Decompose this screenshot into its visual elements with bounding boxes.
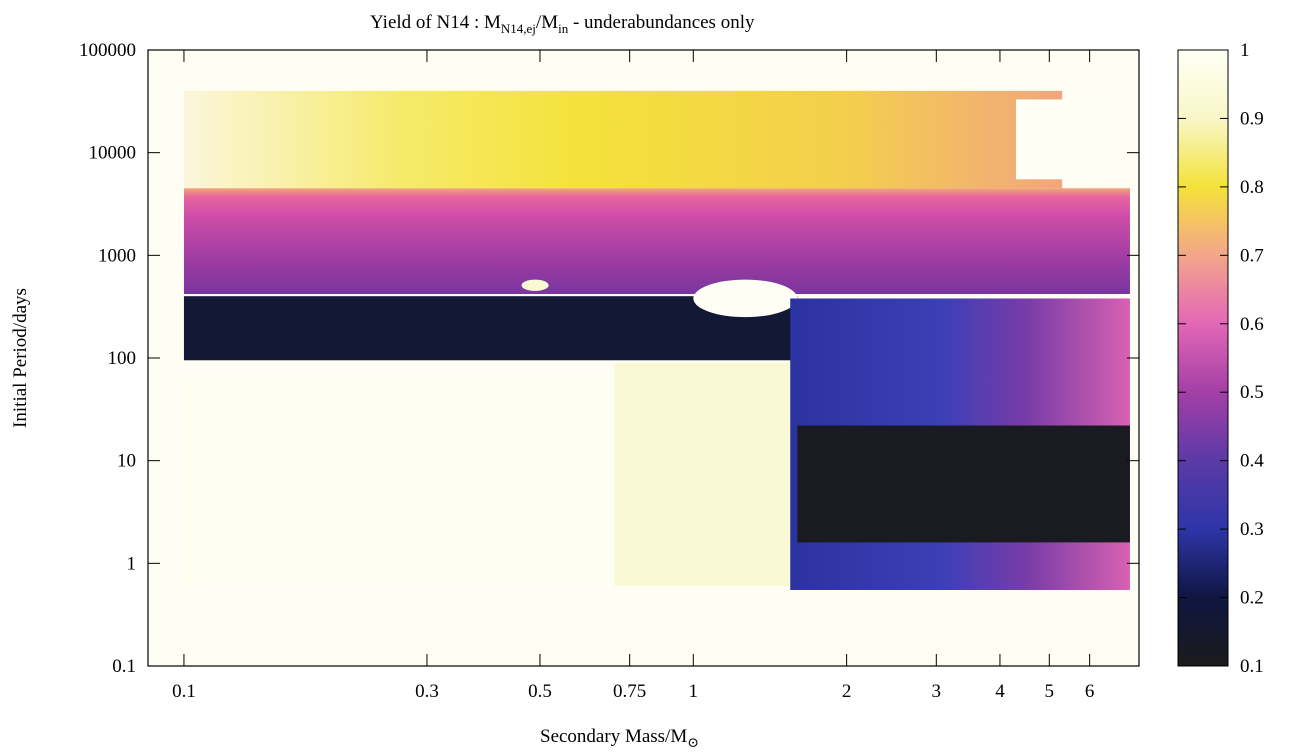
colorbar-tick-label: 0.2 bbox=[1240, 588, 1264, 609]
region-white-pocket bbox=[693, 279, 798, 318]
colorbar bbox=[1177, 49, 1229, 667]
colorbar-tick-label: 0.8 bbox=[1240, 177, 1264, 198]
x-tick-label: 0.1 bbox=[172, 681, 196, 702]
y-axis-label: Initial Period/days bbox=[10, 288, 31, 428]
x-tick-label: 4 bbox=[995, 681, 1005, 702]
region-dark-navy-band bbox=[183, 296, 798, 361]
x-tick-label: 5 bbox=[1045, 681, 1055, 702]
region-black-patch bbox=[797, 425, 1130, 543]
y-tick-label: 100 bbox=[108, 348, 137, 369]
chart-title: Yield of N14 : MN14,ej/Min - underabunda… bbox=[370, 12, 755, 36]
y-tick-label: 100000 bbox=[79, 40, 136, 61]
region-high-mass-long-period-white bbox=[1015, 99, 1111, 180]
x-axis-label: Secondary Mass/M⊙ bbox=[540, 726, 699, 751]
region-yellow-strip bbox=[614, 362, 791, 587]
region-short-period-white bbox=[183, 377, 615, 587]
colorbar-tick-label: 0.7 bbox=[1240, 245, 1264, 266]
x-tick-label: 0.75 bbox=[613, 681, 646, 702]
region-yellow-pocket-small bbox=[521, 279, 549, 291]
x-axis: 0.1 0.3 0.5 0.75 1 2 3 4 5 6 bbox=[172, 50, 1094, 702]
y-tick-label: 1 bbox=[127, 553, 137, 574]
y-axis: 0.1 1 10 100 1000 10000 100000 bbox=[79, 40, 1139, 677]
y-tick-label: 10 bbox=[117, 451, 136, 472]
colorbar-tick-label: 0.1 bbox=[1240, 656, 1264, 677]
y-tick-label: 0.1 bbox=[112, 656, 136, 677]
y-tick-label: 10000 bbox=[89, 143, 137, 164]
x-tick-label: 2 bbox=[842, 681, 852, 702]
colorbar-ticks: 0.1 0.2 0.3 0.4 0.5 0.6 0.7 0.8 0.9 1 bbox=[1178, 40, 1264, 677]
colorbar-tick-label: 0.3 bbox=[1240, 519, 1264, 540]
colorbar-tick-label: 1 bbox=[1240, 40, 1250, 61]
colorbar-tick-label: 0.6 bbox=[1240, 314, 1264, 335]
x-tick-label: 3 bbox=[932, 681, 942, 702]
heatmap-regions bbox=[183, 90, 1130, 590]
colorbar-tick-label: 0.4 bbox=[1240, 451, 1264, 472]
colorbar-tick-label: 0.9 bbox=[1240, 108, 1264, 129]
x-tick-label: 0.5 bbox=[528, 681, 552, 702]
colorbar-tick-label: 0.5 bbox=[1240, 382, 1264, 403]
y-tick-label: 1000 bbox=[98, 245, 136, 266]
x-tick-label: 0.3 bbox=[415, 681, 439, 702]
region-long-period-band bbox=[183, 90, 1063, 189]
region-magenta-band bbox=[183, 188, 1130, 295]
x-tick-label: 6 bbox=[1085, 681, 1095, 702]
x-tick-label: 1 bbox=[689, 681, 699, 702]
